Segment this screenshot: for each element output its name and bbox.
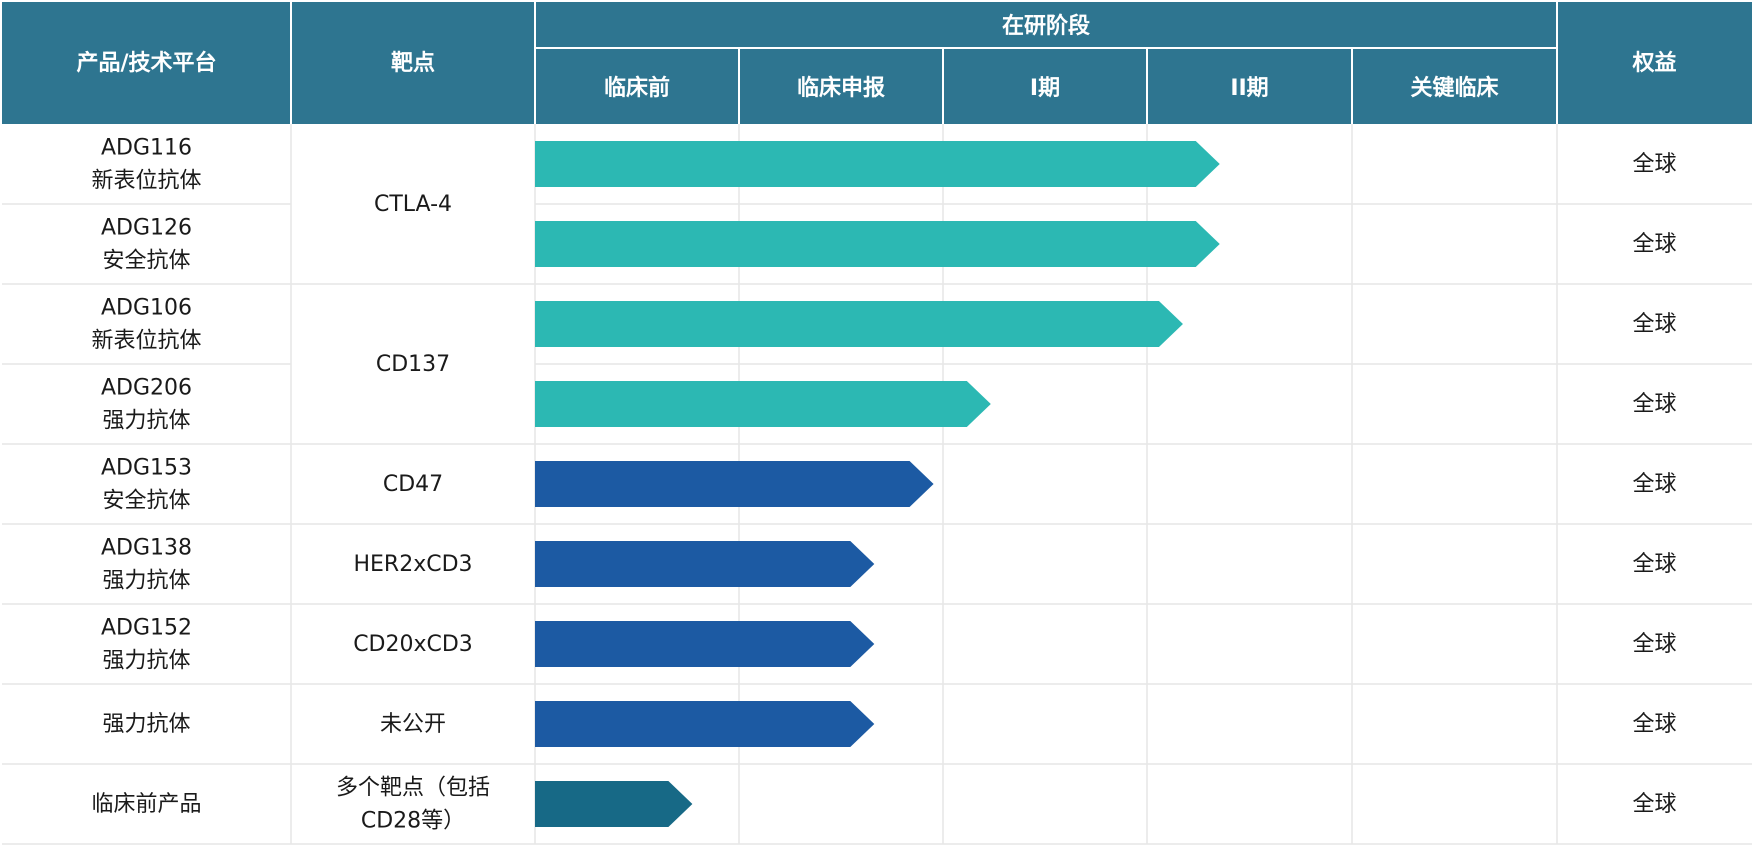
product-name-line: ADG206 [101, 375, 192, 400]
product-name: ADG206 强力抗体 [101, 375, 192, 433]
rights-label: 全球 [1632, 632, 1676, 657]
product-name-line: ADG126 [101, 215, 192, 240]
product-name-line: 新表位抗体 [91, 328, 201, 353]
rights-label: 全球 [1632, 552, 1676, 577]
rights-label: 全球 [1632, 392, 1676, 417]
product-name-line: 强力抗体 [102, 408, 190, 433]
stage-header-line: 临床前 [604, 75, 670, 101]
progress-bar [535, 541, 875, 587]
rights-label-line: 全球 [1632, 792, 1676, 817]
product-name: 临床前产品 [91, 792, 201, 817]
progress-bar [535, 701, 875, 747]
rights-label-line: 全球 [1632, 552, 1676, 577]
target-label-line: CD20xCD3 [353, 632, 473, 657]
header-target: 靶点 [391, 50, 435, 76]
target-label-line: CD28等） [361, 808, 465, 833]
rights-label: 全球 [1632, 792, 1676, 817]
target-label-line: 未公开 [380, 712, 446, 737]
stage-header-line: 关键临床 [1410, 75, 1499, 101]
stage-header: 临床前 [604, 75, 670, 101]
target-label-line: CTLA-4 [374, 192, 452, 217]
progress-bar [535, 381, 991, 427]
product-name: ADG152 强力抗体 [101, 615, 192, 673]
target-label-line: CD47 [383, 472, 443, 497]
rights-label-line: 全球 [1632, 232, 1676, 257]
target-label: 多个靶点（包括 CD28等） [336, 775, 490, 833]
header-stage-group-line: 在研阶段 [1002, 13, 1090, 39]
header-target-line: 靶点 [391, 50, 435, 76]
product-name: ADG116 新表位抗体 [91, 135, 201, 193]
product-name-line: 安全抗体 [102, 248, 190, 273]
rights-label-line: 全球 [1632, 632, 1676, 657]
rights-label: 全球 [1632, 152, 1676, 177]
product-name-line: 临床前产品 [91, 792, 201, 817]
header-rights: 权益 [1631, 50, 1676, 76]
rights-label-line: 全球 [1632, 312, 1676, 337]
target-label: CD137 [376, 352, 450, 377]
header-rights-line: 权益 [1631, 50, 1676, 76]
header-product-line: 产品/技术平台 [76, 50, 216, 76]
product-name: ADG106 新表位抗体 [91, 295, 201, 353]
progress-bar [535, 221, 1220, 267]
progress-bar [535, 781, 693, 827]
product-name-line: ADG138 [101, 535, 192, 560]
product-name-line: ADG116 [101, 135, 192, 160]
target-label: CD47 [383, 472, 443, 497]
product-name: ADG126 安全抗体 [101, 215, 192, 273]
progress-bar [535, 301, 1183, 347]
stage-header: I期 [1030, 76, 1060, 101]
rights-label: 全球 [1632, 312, 1676, 337]
product-name-line: ADG106 [101, 295, 192, 320]
product-name-line: ADG153 [101, 455, 192, 480]
stage-header-line: II期 [1230, 76, 1268, 101]
target-label: CD20xCD3 [353, 632, 473, 657]
stage-header-line: 临床申报 [797, 75, 885, 101]
target-label-line: 多个靶点（包括 [336, 775, 490, 800]
stage-header-line: I期 [1030, 76, 1060, 101]
header-product: 产品/技术平台 [76, 50, 216, 76]
product-name: 强力抗体 [102, 712, 190, 737]
progress-bar [535, 141, 1220, 187]
rights-label: 全球 [1632, 232, 1676, 257]
product-name: ADG153 安全抗体 [101, 455, 192, 513]
target-label-line: CD137 [376, 352, 450, 377]
rights-label: 全球 [1632, 712, 1676, 737]
product-name-line: 强力抗体 [102, 648, 190, 673]
header-stage-group: 在研阶段 [1002, 13, 1090, 39]
target-label: HER2xCD3 [353, 552, 472, 577]
target-label: 未公开 [380, 712, 446, 737]
progress-bar [535, 461, 934, 507]
target-label: CTLA-4 [374, 192, 452, 217]
product-name-line: 安全抗体 [102, 488, 190, 513]
rights-label-line: 全球 [1632, 712, 1676, 737]
product-name-line: ADG152 [101, 615, 192, 640]
stage-header: 临床申报 [797, 75, 885, 101]
target-label-line: HER2xCD3 [353, 552, 472, 577]
product-name-line: 新表位抗体 [91, 168, 201, 193]
rights-label-line: 全球 [1632, 472, 1676, 497]
stage-header: 关键临床 [1410, 75, 1499, 101]
product-name-line: 强力抗体 [102, 712, 190, 737]
stage-header: II期 [1230, 76, 1268, 101]
rights-label-line: 全球 [1632, 392, 1676, 417]
progress-bar [535, 621, 875, 667]
rights-label-line: 全球 [1632, 152, 1676, 177]
product-name-line: 强力抗体 [102, 568, 190, 593]
rights-label: 全球 [1632, 472, 1676, 497]
product-name: ADG138 强力抗体 [101, 535, 192, 593]
header-background [2, 2, 1752, 124]
